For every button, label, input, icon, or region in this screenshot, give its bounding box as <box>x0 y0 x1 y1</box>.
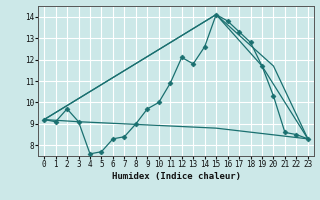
X-axis label: Humidex (Indice chaleur): Humidex (Indice chaleur) <box>111 172 241 181</box>
